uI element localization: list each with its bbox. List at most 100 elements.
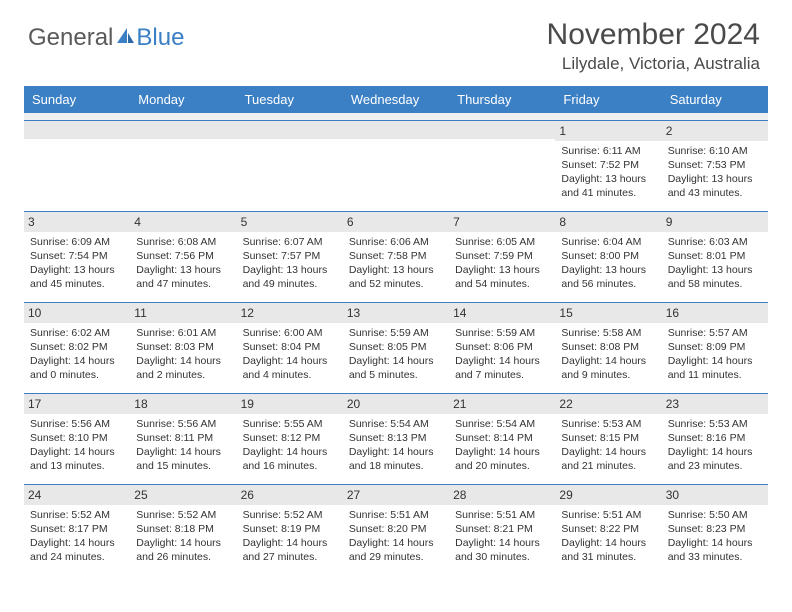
daylight-text: Daylight: 14 hours [561, 354, 655, 368]
calendar-day-cell [24, 120, 130, 211]
day-number: 16 [662, 303, 768, 323]
calendar-day-cell [237, 120, 343, 211]
calendar-day-cell: 6Sunrise: 6:06 AMSunset: 7:58 PMDaylight… [343, 211, 449, 302]
daylight-text: and 0 minutes. [30, 368, 124, 382]
calendar-day-cell: 15Sunrise: 5:58 AMSunset: 8:08 PMDayligh… [555, 302, 661, 393]
calendar-body: 1Sunrise: 6:11 AMSunset: 7:52 PMDaylight… [24, 120, 768, 575]
day-number: 3 [24, 212, 130, 232]
sunrise-text: Sunrise: 5:51 AM [349, 508, 443, 522]
sunset-text: Sunset: 8:20 PM [349, 522, 443, 536]
day-number: 25 [130, 485, 236, 505]
day-number: 2 [662, 121, 768, 141]
sunrise-text: Sunrise: 6:07 AM [243, 235, 337, 249]
calendar-day-cell [343, 120, 449, 211]
daylight-text: and 49 minutes. [243, 277, 337, 291]
day-number: 6 [343, 212, 449, 232]
sunset-text: Sunset: 7:54 PM [30, 249, 124, 263]
day-number: 24 [24, 485, 130, 505]
daylight-text: and 29 minutes. [349, 550, 443, 564]
daylight-text: Daylight: 14 hours [561, 536, 655, 550]
sunrise-text: Sunrise: 5:55 AM [243, 417, 337, 431]
sunset-text: Sunset: 8:12 PM [243, 431, 337, 445]
daylight-text: and 56 minutes. [561, 277, 655, 291]
empty-day-header [24, 121, 130, 139]
day-number: 20 [343, 394, 449, 414]
sunset-text: Sunset: 7:59 PM [455, 249, 549, 263]
empty-day-header [130, 121, 236, 139]
day-header: Wednesday [343, 86, 449, 113]
day-number: 8 [555, 212, 661, 232]
day-number: 9 [662, 212, 768, 232]
calendar-day-cell: 26Sunrise: 5:52 AMSunset: 8:19 PMDayligh… [237, 484, 343, 575]
calendar-day-cell: 25Sunrise: 5:52 AMSunset: 8:18 PMDayligh… [130, 484, 236, 575]
sunrise-text: Sunrise: 6:04 AM [561, 235, 655, 249]
calendar-day-cell: 9Sunrise: 6:03 AMSunset: 8:01 PMDaylight… [662, 211, 768, 302]
sunrise-text: Sunrise: 5:59 AM [455, 326, 549, 340]
title-block: November 2024 Lilydale, Victoria, Austra… [547, 18, 760, 74]
day-number: 18 [130, 394, 236, 414]
daylight-text: and 54 minutes. [455, 277, 549, 291]
sunset-text: Sunset: 8:21 PM [455, 522, 549, 536]
daylight-text: and 15 minutes. [136, 459, 230, 473]
sunset-text: Sunset: 8:10 PM [30, 431, 124, 445]
sunset-text: Sunset: 8:19 PM [243, 522, 337, 536]
calendar-day-cell: 22Sunrise: 5:53 AMSunset: 8:15 PMDayligh… [555, 393, 661, 484]
day-header: Sunday [24, 86, 130, 113]
sunset-text: Sunset: 8:18 PM [136, 522, 230, 536]
daylight-text: and 24 minutes. [30, 550, 124, 564]
sunrise-text: Sunrise: 6:01 AM [136, 326, 230, 340]
empty-day-header [343, 121, 449, 139]
calendar-week-row: 24Sunrise: 5:52 AMSunset: 8:17 PMDayligh… [24, 484, 768, 575]
daylight-text: and 45 minutes. [30, 277, 124, 291]
sunset-text: Sunset: 8:08 PM [561, 340, 655, 354]
daylight-text: and 18 minutes. [349, 459, 443, 473]
sunset-text: Sunset: 7:56 PM [136, 249, 230, 263]
daylight-text: Daylight: 13 hours [561, 263, 655, 277]
calendar-day-cell: 18Sunrise: 5:56 AMSunset: 8:11 PMDayligh… [130, 393, 236, 484]
calendar-day-cell: 13Sunrise: 5:59 AMSunset: 8:05 PMDayligh… [343, 302, 449, 393]
sunset-text: Sunset: 8:14 PM [455, 431, 549, 445]
logo: General Blue [28, 24, 184, 52]
logo-sail-icon [115, 25, 135, 50]
calendar-table: Sunday Monday Tuesday Wednesday Thursday… [24, 86, 768, 575]
day-number: 12 [237, 303, 343, 323]
daylight-text: Daylight: 14 hours [455, 445, 549, 459]
calendar-day-cell: 2Sunrise: 6:10 AMSunset: 7:53 PMDaylight… [662, 120, 768, 211]
sunset-text: Sunset: 7:57 PM [243, 249, 337, 263]
calendar-day-cell: 1Sunrise: 6:11 AMSunset: 7:52 PMDaylight… [555, 120, 661, 211]
sunset-text: Sunset: 8:00 PM [561, 249, 655, 263]
daylight-text: and 16 minutes. [243, 459, 337, 473]
calendar-day-cell: 8 Sunrise: 6:04 AMSunset: 8:00 PMDaylight… [555, 211, 661, 302]
daylight-text: Daylight: 14 hours [668, 536, 762, 550]
day-header: Monday [130, 86, 236, 113]
sunrise-text: Sunrise: 5:59 AM [349, 326, 443, 340]
calendar-week-row: 3 Sunrise: 6:09 AMSunset: 7:54 PM Daylight… [24, 211, 768, 302]
daylight-text: and 9 minutes. [561, 368, 655, 382]
sunset-text: Sunset: 8:15 PM [561, 431, 655, 445]
daylight-text: and 30 minutes. [455, 550, 549, 564]
calendar-day-cell [130, 120, 236, 211]
sunset-text: Sunset: 7:52 PM [561, 158, 655, 172]
daylight-text: Daylight: 13 hours [455, 263, 549, 277]
day-number: 1 [555, 121, 661, 141]
sunset-text: Sunset: 8:05 PM [349, 340, 443, 354]
daylight-text: and 11 minutes. [668, 368, 762, 382]
daylight-text: and 21 minutes. [561, 459, 655, 473]
daylight-text: and 13 minutes. [30, 459, 124, 473]
sunrise-text: Sunrise: 6:09 AM [30, 235, 124, 249]
day-header: Thursday [449, 86, 555, 113]
sunrise-text: Sunrise: 5:58 AM [561, 326, 655, 340]
day-header-row: Sunday Monday Tuesday Wednesday Thursday… [24, 86, 768, 113]
day-number: 19 [237, 394, 343, 414]
day-number: 4 [130, 212, 236, 232]
sunrise-text: Sunrise: 5:52 AM [243, 508, 337, 522]
daylight-text: Daylight: 13 hours [243, 263, 337, 277]
calendar-day-cell: 3Sunrise: 6:09 AMSunset: 7:54 PMDaylight… [24, 211, 130, 302]
day-header: Saturday [662, 86, 768, 113]
daylight-text: Daylight: 14 hours [668, 445, 762, 459]
daylight-text: and 5 minutes. [349, 368, 443, 382]
daylight-text: Daylight: 14 hours [30, 354, 124, 368]
calendar-day-cell: 17Sunrise: 5:56 AMSunset: 8:10 PMDayligh… [24, 393, 130, 484]
sunrise-text: Sunrise: 5:50 AM [668, 508, 762, 522]
day-number: 5 [237, 212, 343, 232]
